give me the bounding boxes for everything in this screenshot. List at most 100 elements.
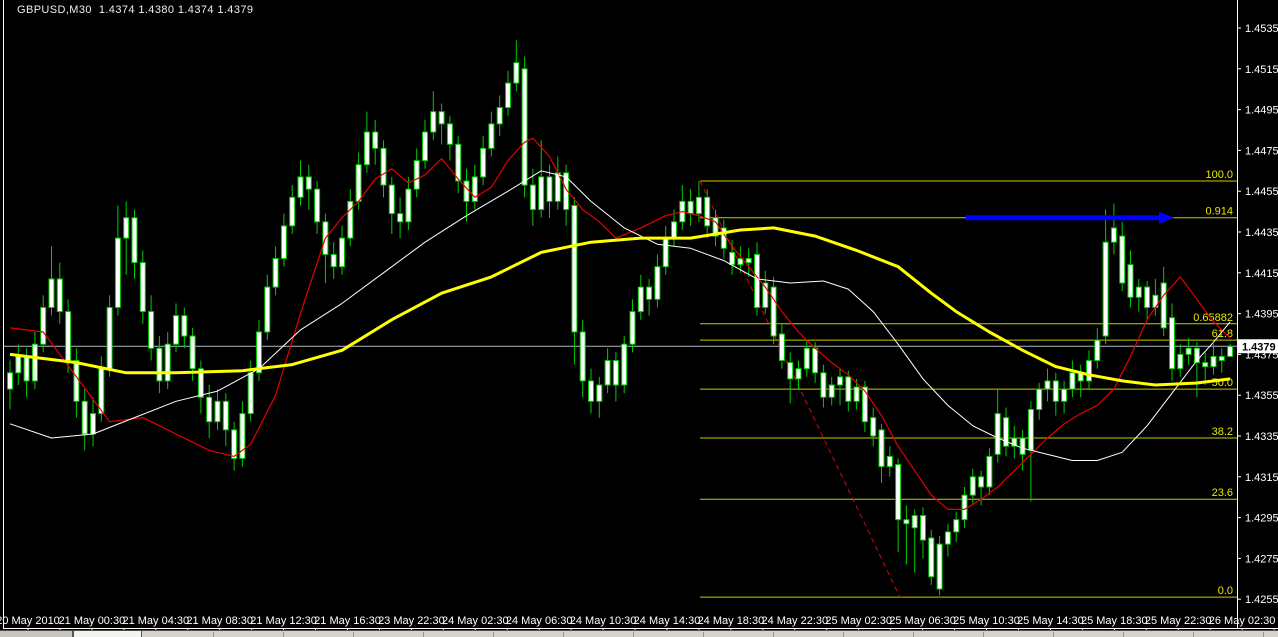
candle[interactable] bbox=[588, 368, 594, 414]
candle[interactable] bbox=[330, 242, 337, 279]
candle[interactable] bbox=[463, 168, 470, 222]
candle[interactable] bbox=[480, 136, 487, 186]
candle[interactable] bbox=[745, 248, 752, 277]
candle[interactable] bbox=[123, 201, 130, 275]
candle[interactable] bbox=[380, 140, 387, 198]
candle[interactable] bbox=[604, 348, 611, 394]
candle[interactable] bbox=[256, 319, 262, 381]
candle[interactable] bbox=[612, 352, 619, 402]
trend-arrow[interactable] bbox=[966, 211, 1174, 224]
candle[interactable] bbox=[994, 389, 1001, 463]
candle[interactable] bbox=[1135, 278, 1142, 312]
candle[interactable] bbox=[546, 164, 553, 218]
candle[interactable] bbox=[1127, 250, 1134, 308]
candle[interactable] bbox=[853, 378, 860, 410]
candle[interactable] bbox=[455, 136, 462, 194]
candle[interactable] bbox=[173, 303, 179, 353]
candle[interactable] bbox=[15, 344, 22, 385]
candle[interactable] bbox=[928, 529, 935, 585]
candle[interactable] bbox=[911, 509, 918, 573]
candle[interactable] bbox=[1177, 344, 1184, 377]
trend-arrow-head[interactable] bbox=[1159, 211, 1174, 224]
ma-medium-white-line[interactable] bbox=[9, 170, 1231, 461]
candle[interactable] bbox=[895, 458, 902, 553]
candle[interactable] bbox=[297, 160, 304, 206]
candle[interactable] bbox=[513, 40, 520, 92]
candle[interactable] bbox=[81, 389, 88, 451]
candle[interactable] bbox=[1185, 338, 1192, 365]
candle[interactable] bbox=[662, 225, 669, 275]
price-axis[interactable]: 1.4535 1.4515 1.4495 1.4475 1.4455 1.4435 1.44… bbox=[1237, 23, 1278, 606]
candle[interactable] bbox=[961, 487, 968, 528]
candle[interactable] bbox=[687, 189, 694, 226]
candle[interactable] bbox=[339, 225, 345, 275]
candle[interactable] bbox=[521, 56, 528, 198]
candle[interactable] bbox=[944, 523, 951, 557]
candle[interactable] bbox=[1077, 364, 1084, 398]
candle[interactable] bbox=[1218, 348, 1225, 373]
candle[interactable] bbox=[878, 423, 885, 483]
candle[interactable] bbox=[1169, 303, 1175, 381]
candle[interactable] bbox=[422, 119, 428, 169]
candle[interactable] bbox=[1052, 372, 1059, 416]
candle[interactable] bbox=[372, 119, 379, 165]
candle[interactable] bbox=[438, 103, 445, 145]
candle[interactable] bbox=[1210, 344, 1217, 375]
candle[interactable] bbox=[446, 115, 453, 161]
ma-slow-yellow-line[interactable] bbox=[9, 226, 1231, 387]
candle[interactable] bbox=[405, 176, 412, 230]
candle[interactable] bbox=[1160, 266, 1167, 337]
candle[interactable] bbox=[637, 274, 644, 320]
candle[interactable] bbox=[214, 389, 221, 430]
candle[interactable] bbox=[347, 189, 354, 247]
candle[interactable] bbox=[31, 331, 38, 390]
candle[interactable] bbox=[272, 246, 279, 296]
candle[interactable] bbox=[289, 185, 296, 235]
candle[interactable] bbox=[861, 380, 868, 432]
candle[interactable] bbox=[695, 181, 702, 222]
candle[interactable] bbox=[106, 295, 113, 377]
candle[interactable] bbox=[679, 185, 686, 230]
candle[interactable] bbox=[762, 270, 769, 314]
candle[interactable] bbox=[1044, 368, 1051, 402]
candle[interactable] bbox=[563, 164, 570, 226]
candle[interactable] bbox=[397, 197, 404, 239]
candle[interactable] bbox=[571, 197, 578, 365]
candle[interactable] bbox=[803, 340, 810, 377]
candle[interactable] bbox=[181, 307, 188, 349]
candle[interactable] bbox=[1202, 352, 1209, 385]
candle[interactable] bbox=[7, 360, 13, 410]
candle[interactable] bbox=[1036, 382, 1043, 420]
candle[interactable] bbox=[40, 295, 47, 353]
candle[interactable] bbox=[1061, 380, 1068, 414]
candle[interactable] bbox=[56, 262, 63, 324]
candle[interactable] bbox=[305, 164, 312, 210]
candle[interactable] bbox=[148, 295, 155, 361]
candle[interactable] bbox=[73, 348, 80, 418]
candle[interactable] bbox=[1227, 344, 1234, 357]
candle[interactable] bbox=[845, 370, 852, 412]
candle[interactable] bbox=[1094, 327, 1101, 369]
candle[interactable] bbox=[430, 91, 437, 141]
candle[interactable] bbox=[770, 276, 777, 345]
candle[interactable] bbox=[529, 168, 536, 226]
candle[interactable] bbox=[1110, 203, 1117, 255]
candle[interactable] bbox=[720, 219, 727, 259]
candle[interactable] bbox=[388, 176, 395, 235]
candle[interactable] bbox=[712, 209, 719, 247]
candle[interactable] bbox=[471, 164, 478, 210]
candle[interactable] bbox=[231, 421, 238, 471]
candle[interactable] bbox=[1069, 360, 1076, 398]
chart-tabs-strip[interactable] bbox=[0, 630, 1278, 637]
candle[interactable] bbox=[90, 397, 96, 447]
candle[interactable] bbox=[488, 111, 495, 157]
candle[interactable] bbox=[986, 448, 993, 496]
candle[interactable] bbox=[280, 213, 287, 267]
candle[interactable] bbox=[828, 376, 835, 406]
candle[interactable] bbox=[920, 507, 926, 559]
candle[interactable] bbox=[903, 505, 910, 565]
candle[interactable] bbox=[363, 111, 370, 173]
candle[interactable] bbox=[1086, 350, 1092, 390]
